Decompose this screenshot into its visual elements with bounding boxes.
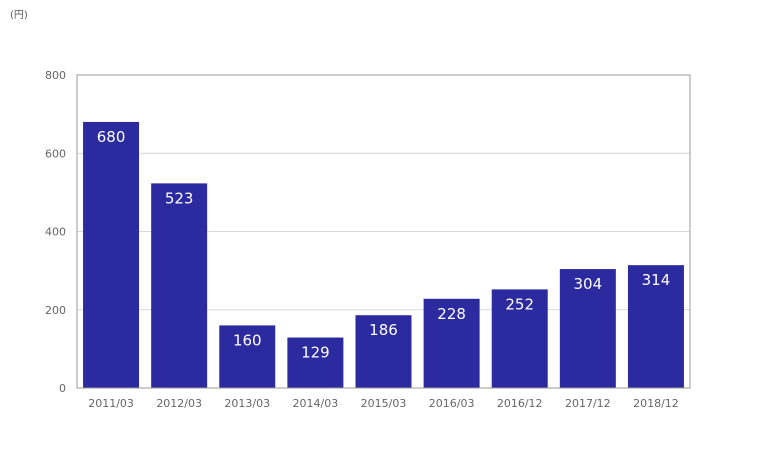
x-tick-label: 2018/12: [633, 397, 679, 410]
x-tick-label: 2016/03: [429, 397, 475, 410]
bars: [83, 121, 684, 388]
x-tick-label: 2012/03: [156, 397, 202, 410]
bar: [559, 269, 616, 388]
x-tick-label: 2014/03: [293, 397, 339, 410]
bar: [151, 183, 208, 388]
bar-value-label: 160: [233, 331, 262, 349]
x-tick-label: 2015/03: [361, 397, 407, 410]
y-axis-unit-label: (円): [10, 10, 28, 21]
bar-value-label: 314: [642, 271, 671, 289]
x-tick-label: 2013/03: [224, 397, 270, 410]
plot-frame: [76, 74, 691, 389]
bar-value-label: 304: [574, 275, 603, 293]
bar-value-label: 186: [369, 321, 398, 339]
y-tick-label: 200: [45, 304, 66, 317]
bar: [355, 315, 412, 388]
y-tick-label: 400: [45, 226, 66, 239]
y-tick-label: 600: [45, 147, 66, 160]
x-tick-label: 2017/12: [565, 397, 611, 410]
x-tick-label: 2016/12: [497, 397, 543, 410]
bar: [491, 289, 548, 388]
bar-value-label: 228: [437, 305, 466, 323]
bar-value-label: 252: [505, 295, 534, 313]
y-axis-ticks: 0 200 400 600 800: [45, 69, 66, 395]
bar-value-label: 129: [301, 344, 330, 362]
x-axis-ticks: 2011/03 2012/03 2013/03 2014/03 2015/03 2016/…: [88, 397, 679, 410]
bar: [423, 298, 480, 388]
bar: [219, 325, 276, 388]
bar: [83, 121, 140, 388]
bar-value-label: 680: [97, 128, 126, 146]
data-labels: 680 523 160 129 186 228 252 304 314: [97, 128, 671, 362]
bar-value-label: 523: [165, 189, 194, 207]
x-tick-label: 2011/03: [88, 397, 134, 410]
y-tick-label: 0: [59, 382, 66, 395]
y-tick-label: 800: [45, 69, 66, 82]
bar: [287, 337, 344, 388]
bar: [627, 265, 684, 388]
